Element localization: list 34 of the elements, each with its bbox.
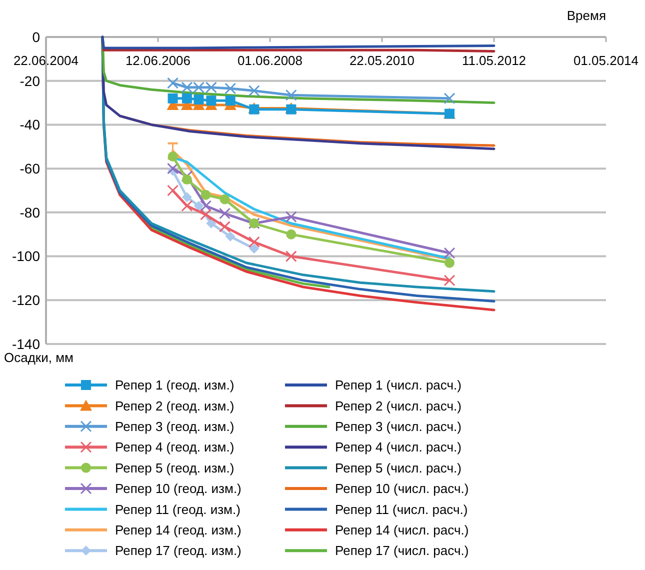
y-tick-label: -120	[12, 292, 40, 308]
legend-label: Репер 5 (геод. изм.)	[115, 460, 234, 476]
y-tick-label: 0	[32, 28, 40, 45]
y-tick-label: -60	[20, 160, 40, 176]
legend-label: Репер 3 (геод. изм.)	[115, 418, 234, 434]
legend-label: Репер 10 (геод. изм.)	[115, 481, 242, 496]
y-tick-label: -20	[20, 72, 40, 89]
y-axis-title: Осадки, мм	[4, 350, 74, 365]
x-tick-label: 11.05.2012	[462, 53, 526, 68]
x-tick-label: 12.06.2006	[125, 53, 191, 68]
x-tick-label: 01.05.2014	[573, 53, 639, 68]
legend-label: Репер 14 (числ. расч.)	[335, 522, 469, 538]
x-tick-label: 22.06.2004	[13, 53, 79, 68]
legend-label: Репер 2 (числ. расч.)	[335, 398, 462, 414]
legend-label: Репер 11 (числ. расч.)	[335, 502, 468, 517]
y-tick-label: -140	[12, 336, 40, 352]
x-tick-label: 22.05.2010	[349, 53, 415, 68]
y-tick-label: -100	[12, 248, 40, 264]
legend-label: Репер 5 (числ. расч.)	[335, 460, 462, 476]
y-tick-label: -40	[20, 116, 40, 133]
x-tick-label: 01.06.2008	[237, 53, 303, 68]
legend-label: Репер 14 (геод. изм.)	[115, 522, 242, 538]
legend-label: Репер 1 (геод. изм.)	[115, 378, 234, 393]
y-tick-label: -80	[20, 204, 40, 220]
legend-label: Репер 17 (геод. изм.)	[115, 543, 242, 558]
legend-label: Репер 11 (геод. изм.)	[115, 502, 240, 517]
legend-label: Репер 10 (числ. расч.)	[335, 481, 469, 496]
legend-label: Репер 1 (числ. расч.)	[335, 378, 462, 393]
x-axis-title: Время	[566, 8, 606, 23]
legend-label: Репер 3 (числ. расч.)	[335, 418, 462, 434]
legend-label: Репер 4 (геод. изм.)	[115, 440, 234, 455]
legend-label: Репер 2 (геод. изм.)	[115, 398, 234, 414]
legend-label: Репер 17 (числ. расч.)	[335, 543, 469, 558]
legend-label: Репер 4 (числ. расч.)	[335, 440, 462, 455]
